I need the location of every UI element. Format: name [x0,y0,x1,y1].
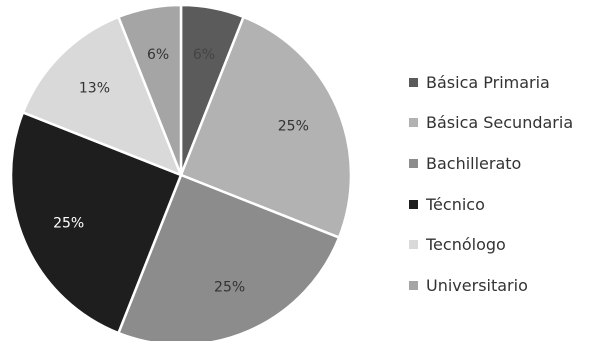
legend-item-bachillerato: Bachillerato [409,143,573,184]
legend-label: Tecnólogo [426,235,506,255]
legend-item-tecnologo: Tecnólogo [409,224,573,265]
legend-label: Universitario [426,275,528,295]
legend: Básica Primaria Básica Secundaria Bachille… [409,62,573,306]
pie-slice-tecnico [9,111,183,335]
legend-swatch [409,199,418,209]
legend-item-basica-secundaria: Básica Secundaria [409,103,573,144]
pie-label-universitario: 6% [147,47,169,63]
legend-swatch [409,240,418,250]
pie-slice-basica-secundaria [179,15,353,239]
pie-slice-universitario [117,3,183,177]
pie-slices [9,3,353,341]
pie-slice-bachillerato [117,173,341,341]
legend-label: Básica Secundaria [426,113,574,133]
legend-label: Técnico [426,194,485,214]
legend-swatch [409,158,418,168]
legend-swatch [409,77,418,87]
pie-label-basica-primaria: 6% [193,47,215,63]
legend-item-universitario: Universitario [409,265,573,306]
legend-item-tecnico: Técnico [409,184,573,225]
legend-label: Bachillerato [426,153,522,173]
pie-label-basica-secundaria: 25% [278,118,309,134]
legend-item-basica-primaria: Básica Primaria [409,62,573,103]
pie-slice-tecnologo [21,15,183,177]
pie-data-labels: 6% 25% 25% 25% 13% 6% [53,47,309,296]
legend-swatch [409,118,418,128]
pie-label-tecnologo: 13% [79,80,110,96]
legend-swatch [409,280,418,290]
pie-label-bachillerato: 25% [214,279,245,295]
pie-label-tecnico: 25% [53,216,84,232]
legend-label: Básica Primaria [426,72,550,92]
